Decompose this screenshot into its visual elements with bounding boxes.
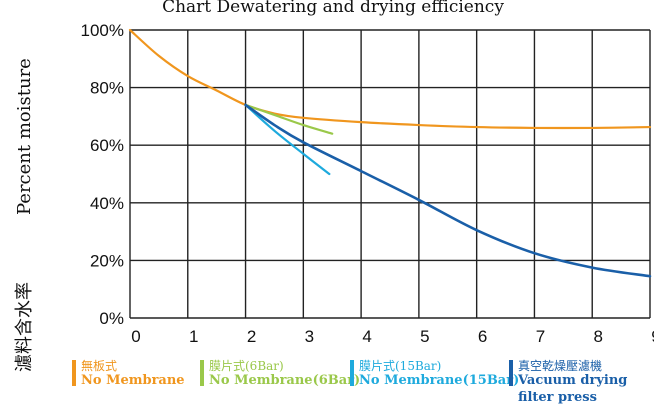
- series-line-3: [244, 103, 652, 278]
- legend-label-cn: 膜片式(6Bar): [209, 359, 284, 373]
- legend-swatch: [72, 360, 76, 386]
- x-tick-label: 3: [305, 327, 314, 346]
- chart-title: Chart Dewatering and drying efficiency: [162, 0, 504, 17]
- grid: [129, 29, 651, 319]
- legend-label: Vacuum drying filter press: [518, 373, 628, 405]
- x-tick-label: 6: [478, 327, 487, 346]
- x-tick-label: 5: [420, 327, 429, 346]
- legend-item-vacuum: 真空乾燥壓濾機 Vacuum drying filter press: [509, 357, 649, 412]
- y-tick-label: 0%: [99, 309, 124, 328]
- legend-label: No Membrane(6Bar): [209, 373, 361, 388]
- y-tick-label: 40%: [90, 194, 124, 213]
- legend-label-cn: 真空乾燥壓濾機: [518, 359, 603, 373]
- x-tick-label: 0: [131, 327, 140, 346]
- legend-swatch: [509, 360, 513, 386]
- x-tick-label: 7: [536, 327, 545, 346]
- x-tick-labels: 0 1 2 3 4 5 6 7 8 9: [131, 327, 654, 346]
- y-tick-labels: 0% 20% 40% 60% 80% 100%: [81, 21, 124, 328]
- y-axis-label-cn: 濾料含水率: [14, 282, 35, 372]
- series-line-1: [244, 103, 334, 135]
- legend-swatch: [350, 360, 354, 386]
- x-tick-label: 9: [651, 327, 654, 346]
- y-tick-label: 20%: [90, 251, 124, 270]
- legend-label-cn: 無板式: [81, 359, 118, 373]
- legend-swatch: [200, 360, 204, 386]
- y-tick-label: 80%: [90, 79, 124, 98]
- legend-item-6bar: 膜片式(6Bar) No Membrane(6Bar): [200, 357, 360, 412]
- legend-label: No Membrane: [81, 373, 185, 388]
- series-lines: [128, 28, 652, 278]
- series-line-2: [244, 103, 331, 176]
- legend-item-no-membrane: 無板式 No Membrane: [72, 357, 196, 412]
- legend-item-15bar: 膜片式(15Bar) No Membrane(15Bar): [350, 357, 519, 412]
- y-axis-label: Percent moisture: [14, 58, 35, 215]
- x-tick-label: 4: [362, 327, 371, 346]
- x-tick-label: 2: [247, 327, 256, 346]
- series-line-0: [128, 28, 652, 130]
- y-tick-label: 100%: [81, 21, 124, 40]
- legend-label: No Membrane(15Bar): [359, 373, 520, 388]
- y-tick-label: 60%: [90, 136, 124, 155]
- x-tick-label: 8: [593, 327, 602, 346]
- legend-label-cn: 膜片式(15Bar): [359, 359, 442, 373]
- x-tick-label: 1: [189, 327, 198, 346]
